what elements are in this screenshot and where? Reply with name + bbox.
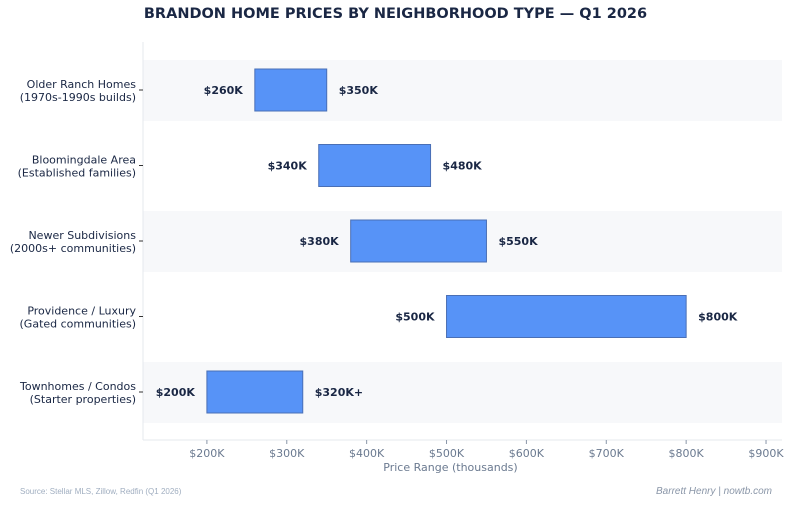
category-sublabel: (Gated communities) [20,318,136,331]
range-bar [254,68,328,112]
range-bar [206,370,304,414]
category-sublabel: (Starter properties) [30,393,136,406]
category-label: Townhomes / Condos [19,380,136,393]
high-label: $480K [443,160,483,173]
high-label: $800K [698,311,738,324]
category-sublabel: (2000s+ communities) [10,242,136,255]
row-band [143,60,782,121]
x-tick-label: $800K [669,447,705,460]
x-axis-title: Price Range (thousands) [383,461,517,474]
range-bar [446,295,687,338]
range-bar [318,144,432,187]
low-label: $500K [395,311,435,324]
credit: Barrett Henry | nowtb.com [656,486,772,497]
x-tick-label: $500K [429,447,465,460]
x-tick-label: $600K [509,447,545,460]
x-tick-label: $400K [349,447,385,460]
x-tick-label: $200K [189,447,225,460]
category-label: Bloomingdale Area [32,154,136,167]
chart-title: BRANDON HOME PRICES BY NEIGHBORHOOD TYPE… [143,6,648,22]
source-note: Source: Stellar MLS, Zillow, Redfin (Q1 … [20,487,182,496]
high-label: $320K+ [315,386,363,399]
low-label: $380K [300,235,340,248]
category-sublabel: (Established families) [18,167,136,180]
low-label: $200K [156,386,196,399]
high-label: $350K [339,84,379,97]
x-tick-label: $300K [269,447,305,460]
category-label: Older Ranch Homes [27,78,137,91]
low-label: $340K [268,160,308,173]
low-label: $260K [204,84,244,97]
category-label: Providence / Luxury [27,305,136,318]
high-label: $550K [498,235,538,248]
x-tick-label: $900K [748,447,784,460]
category-label: Newer Subdivisions [28,229,136,242]
category-sublabel: (1970s-1990s builds) [20,91,136,104]
range-bar [350,219,487,263]
x-tick-label: $700K [589,447,625,460]
